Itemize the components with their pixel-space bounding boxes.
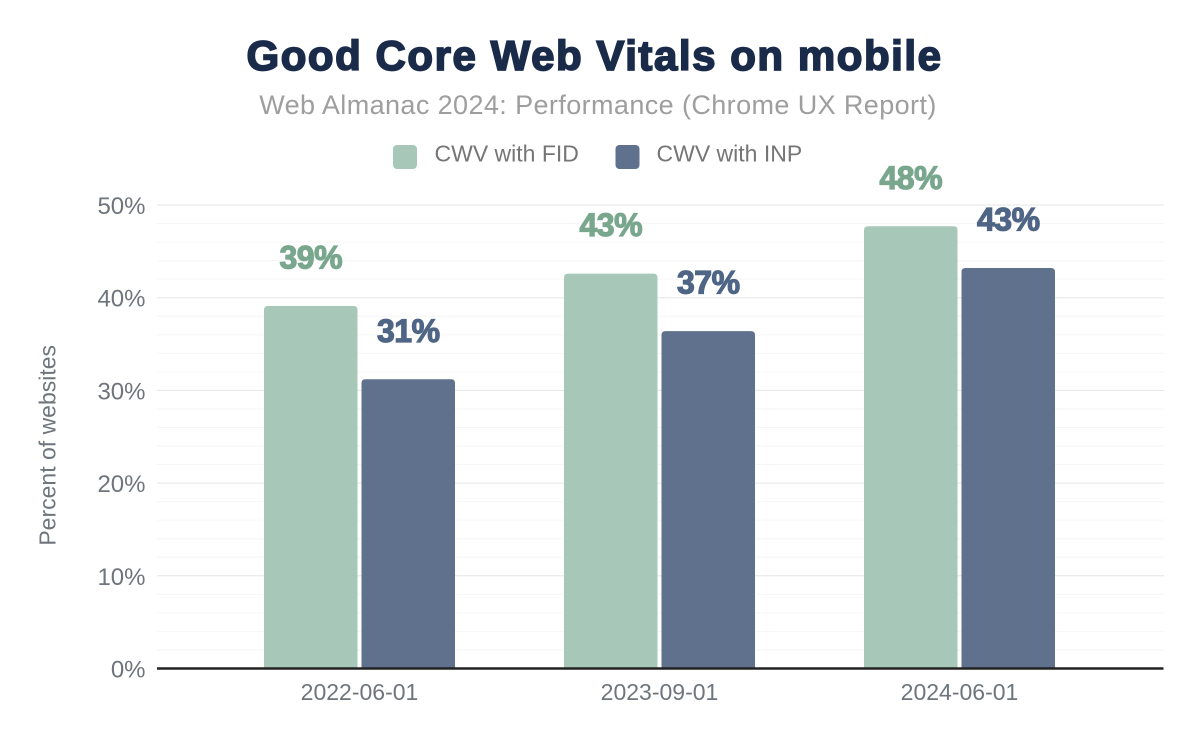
svg-text:20%: 20% bbox=[97, 471, 145, 498]
svg-text:37%: 37% bbox=[677, 265, 740, 301]
svg-text:50%: 50% bbox=[97, 193, 145, 220]
svg-text:2022-06-01: 2022-06-01 bbox=[301, 679, 419, 705]
svg-text:CWV with FID: CWV with FID bbox=[435, 141, 579, 167]
svg-text:Good Core Web Vitals on mobile: Good Core Web Vitals on mobile bbox=[246, 32, 942, 79]
svg-text:2023-09-01: 2023-09-01 bbox=[601, 679, 719, 705]
svg-text:31%: 31% bbox=[377, 313, 440, 349]
svg-text:43%: 43% bbox=[977, 202, 1040, 238]
svg-text:Percent of websites: Percent of websites bbox=[35, 345, 61, 546]
svg-text:43%: 43% bbox=[579, 207, 642, 243]
svg-text:39%: 39% bbox=[279, 239, 342, 275]
svg-text:Web Almanac 2024: Performance: Web Almanac 2024: Performance (Chrome UX… bbox=[259, 90, 936, 120]
svg-text:40%: 40% bbox=[97, 286, 145, 313]
svg-text:30%: 30% bbox=[97, 378, 145, 405]
svg-text:0%: 0% bbox=[111, 657, 146, 684]
svg-text:48%: 48% bbox=[879, 160, 942, 196]
svg-text:10%: 10% bbox=[97, 564, 145, 591]
svg-text:2024-06-01: 2024-06-01 bbox=[901, 679, 1019, 705]
svg-text:CWV with INP: CWV with INP bbox=[657, 141, 803, 167]
